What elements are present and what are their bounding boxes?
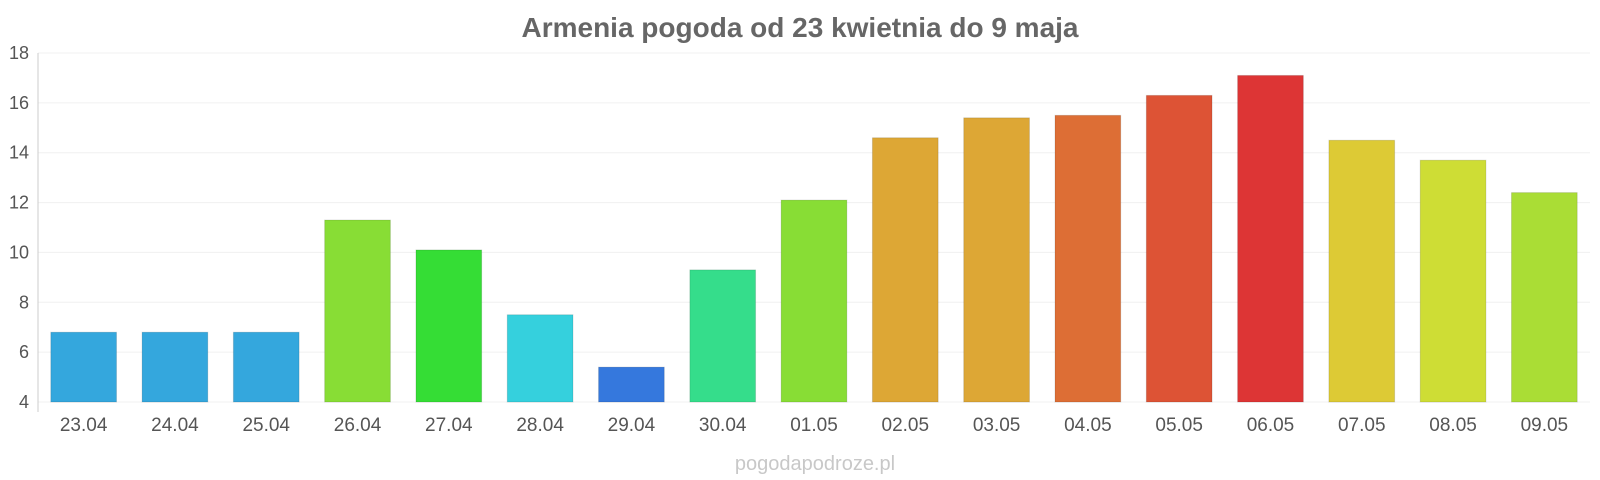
x-tick-label: 02.05 <box>882 415 930 436</box>
y-tick-label: 6 <box>19 342 29 362</box>
x-tick-label: 30.04 <box>699 415 747 436</box>
bar-06.05 <box>1237 74 1304 403</box>
x-tick-label: 09.05 <box>1521 415 1569 436</box>
y-tick-label: 14 <box>9 143 29 163</box>
x-tick-label: 28.04 <box>516 415 564 436</box>
bar-30.04 <box>689 269 757 403</box>
watermark: pogodapodroze.pl <box>735 453 895 475</box>
bar-05.05 <box>1145 94 1213 403</box>
x-tick-label: 08.05 <box>1429 415 1477 436</box>
bar-29.04 <box>598 366 665 403</box>
y-axis-ticks: 4 6 8 10 12 14 16 18 <box>9 43 29 412</box>
x-tick-label: 23.04 <box>60 415 108 436</box>
bar-27.04 <box>415 249 483 403</box>
y-tick-label: 18 <box>9 43 29 63</box>
x-tick-label: 03.05 <box>973 415 1021 436</box>
bar-02.05 <box>871 137 939 403</box>
x-tick-label: 29.04 <box>608 415 656 436</box>
bar-28.04 <box>506 314 574 403</box>
bar-03.05 <box>963 117 1030 403</box>
chart-title: Armenia pogoda od 23 kwietnia do 9 maja <box>521 12 1078 43</box>
bar-23.04 <box>50 331 118 403</box>
x-tick-label: 24.04 <box>151 415 199 436</box>
bar-04.05 <box>1054 114 1122 403</box>
x-tick-label: 27.04 <box>425 415 473 436</box>
x-tick-label: 07.05 <box>1338 415 1386 436</box>
x-tick-label: 06.05 <box>1247 415 1295 436</box>
y-tick-label: 10 <box>9 242 29 262</box>
bar-08.05 <box>1419 159 1487 403</box>
x-tick-label: 04.05 <box>1064 415 1112 436</box>
bar-24.04 <box>141 331 209 403</box>
x-tick-label: 25.04 <box>242 415 290 436</box>
bar-09.05 <box>1510 192 1578 403</box>
bar-07.05 <box>1328 139 1396 403</box>
y-tick-label: 8 <box>19 292 29 312</box>
x-tick-label: 01.05 <box>790 415 838 436</box>
y-tick-label: 12 <box>9 193 29 213</box>
bars <box>50 74 1578 403</box>
x-tick-label: 05.05 <box>1155 415 1203 436</box>
bar-26.04 <box>324 219 391 403</box>
x-axis-ticks: 23.04 24.04 25.04 26.04 27.04 28.04 29.04 30.04… <box>60 415 1568 436</box>
x-tick-label: 26.04 <box>334 415 382 436</box>
y-tick-label: 16 <box>9 93 29 113</box>
bar-25.04 <box>232 331 300 403</box>
bar-01.05 <box>780 199 848 403</box>
y-tick-label: 4 <box>19 392 29 412</box>
